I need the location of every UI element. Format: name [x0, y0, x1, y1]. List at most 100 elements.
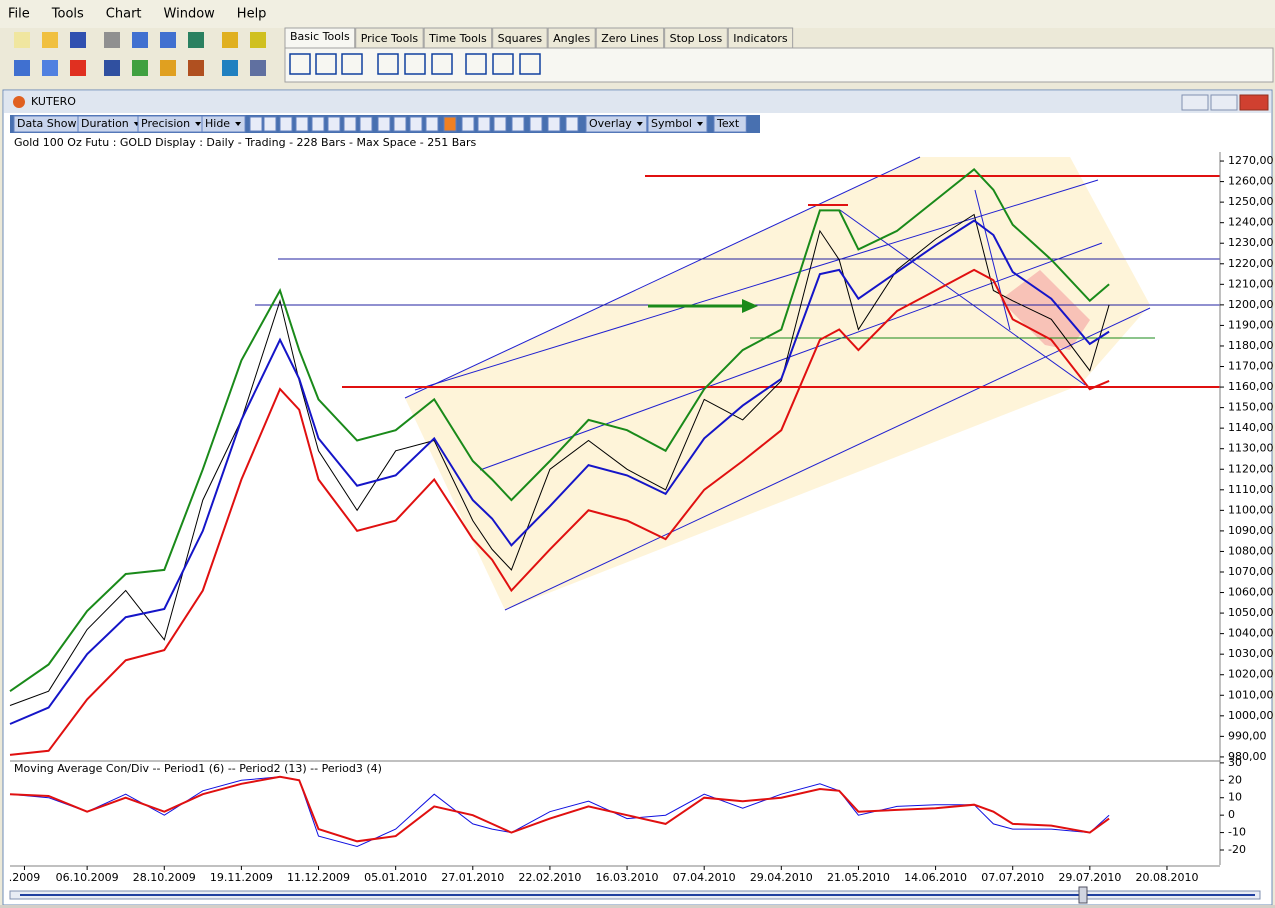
- y-tick-label: 1150,00: [1228, 401, 1274, 414]
- toolbar-button-bg: [201, 115, 246, 133]
- dropdown-arrow: [195, 122, 202, 126]
- scroll-thumb[interactable]: [1078, 886, 1088, 904]
- series-line: [9, 775, 1110, 843]
- y-tick-label: 990,00: [1228, 729, 1267, 742]
- x-tick-label: 05.01.2010: [364, 871, 427, 884]
- dropdown-arrow: [696, 122, 703, 126]
- y-tick-label: 1250,00: [1228, 195, 1274, 208]
- menu-bar: [0, 0, 1275, 28]
- tab[interactable]: [547, 27, 596, 49]
- y-tick-label: 1160,00: [1228, 380, 1274, 393]
- minimize-button[interactable]: [1181, 94, 1209, 111]
- icon[interactable]: [222, 60, 238, 76]
- x-tick-label: 21.05.2010: [827, 871, 890, 884]
- tab-label: Time Tools: [428, 32, 487, 45]
- y-tick-label: 1240,00: [1228, 216, 1274, 229]
- maximize-button[interactable]: [1210, 94, 1238, 111]
- tab[interactable]: [355, 27, 424, 49]
- y-tick-label: 1030,00: [1228, 647, 1274, 660]
- tab-label: Indicators: [733, 32, 788, 45]
- y-tick-label: 1080,00: [1228, 544, 1274, 557]
- y-tick-label: 1090,00: [1228, 524, 1274, 537]
- tab-label: Zero Lines: [601, 32, 659, 45]
- x-tick-label: 19.11.2009: [210, 871, 273, 884]
- icon[interactable]: [250, 32, 266, 48]
- x-tick-label: 07.07.2010: [981, 871, 1044, 884]
- x-tick-label: 11.12.2009: [287, 871, 350, 884]
- icon[interactable]: [188, 32, 204, 48]
- icon[interactable]: [160, 32, 176, 48]
- chart-toolbar-icons: [249, 116, 579, 132]
- toolbar-button-bg: [647, 115, 708, 133]
- y-tick-label: 1070,00: [1228, 565, 1274, 578]
- icon[interactable]: [132, 32, 148, 48]
- tab[interactable]: [595, 27, 665, 49]
- icon[interactable]: [104, 60, 120, 76]
- icon[interactable]: [70, 60, 86, 76]
- icon[interactable]: [250, 60, 266, 76]
- menu-item[interactable]: Window: [164, 7, 216, 22]
- y-tick-label: 1190,00: [1228, 318, 1274, 331]
- y-tick-label: -20: [1228, 843, 1246, 856]
- dropdown-arrow: [636, 122, 643, 126]
- tab[interactable]: [727, 27, 794, 49]
- icon[interactable]: [188, 60, 204, 76]
- close-button[interactable]: [1239, 94, 1269, 111]
- icon[interactable]: [70, 32, 86, 48]
- toolbar-button[interactable]: Overlay: [589, 117, 632, 130]
- icon[interactable]: [132, 60, 148, 76]
- y-tick-label: 1120,00: [1228, 462, 1274, 475]
- toolbar-button[interactable]: Symbol: [651, 117, 692, 130]
- x-tick-label: 29.04.2010: [750, 871, 813, 884]
- toolbar-button[interactable]: Text: [716, 117, 740, 130]
- y-tick-label: 1220,00: [1228, 257, 1274, 270]
- toolbar-button[interactable]: Duration: [81, 117, 129, 130]
- tab[interactable]: [423, 27, 493, 49]
- menu-item[interactable]: File: [8, 7, 30, 22]
- series-line: [9, 213, 1110, 706]
- toolbar-button[interactable]: Data Show: [17, 117, 76, 130]
- y-tick-label: 1010,00: [1228, 688, 1274, 701]
- y-tick-label: 20: [1228, 773, 1242, 786]
- menu-item[interactable]: Tools: [51, 7, 84, 22]
- y-tick-label: 1100,00: [1228, 503, 1274, 516]
- icon[interactable]: [14, 32, 30, 48]
- y-tick-label: 1040,00: [1228, 627, 1274, 640]
- toolbar-button-bg: [713, 115, 747, 133]
- tab-label: Price Tools: [361, 32, 419, 45]
- icon[interactable]: [14, 60, 30, 76]
- x-tick-label: 06.10.2009: [56, 871, 119, 884]
- icon[interactable]: [42, 60, 58, 76]
- y-tick-label: 1140,00: [1228, 421, 1274, 434]
- window-title-bar: [4, 91, 1271, 113]
- toolbar-button[interactable]: Precision: [141, 117, 190, 130]
- y-tick-label: 1110,00: [1228, 483, 1274, 496]
- toolbar-icons: [14, 32, 1274, 83]
- y-tick-label: 10: [1228, 791, 1242, 804]
- tab[interactable]: [664, 27, 728, 49]
- series-line: [9, 776, 1110, 848]
- menu-item[interactable]: Chart: [106, 7, 142, 22]
- tab[interactable]: [492, 27, 548, 49]
- y-tick-label: 1050,00: [1228, 606, 1274, 619]
- y-tick-label: 30: [1228, 756, 1242, 769]
- icon[interactable]: [42, 32, 58, 48]
- icon[interactable]: [160, 60, 176, 76]
- y-tick-label: 1060,00: [1228, 586, 1274, 599]
- icon[interactable]: [104, 32, 120, 48]
- x-tick-label: 20.08.2010: [1135, 871, 1198, 884]
- tab[interactable]: [284, 27, 356, 49]
- menu-item[interactable]: Help: [237, 7, 267, 22]
- y-tick-label: 1270,00: [1228, 154, 1274, 167]
- series-line: [9, 219, 1110, 725]
- y-tick-label: 1170,00: [1228, 360, 1274, 373]
- tab-label: Stop Loss: [670, 32, 723, 45]
- toolbar-button[interactable]: Hide: [205, 117, 230, 130]
- window-icon: [13, 96, 25, 108]
- tab-label: Basic Tools: [290, 30, 350, 43]
- chart-info: Gold 100 Oz Futu : GOLD Display : Daily …: [14, 136, 477, 149]
- icon[interactable]: [222, 32, 238, 48]
- y-tick-label: 0: [1228, 808, 1235, 821]
- indicator-title: Moving Average Con/Div -- Period1 (6) --…: [14, 762, 382, 775]
